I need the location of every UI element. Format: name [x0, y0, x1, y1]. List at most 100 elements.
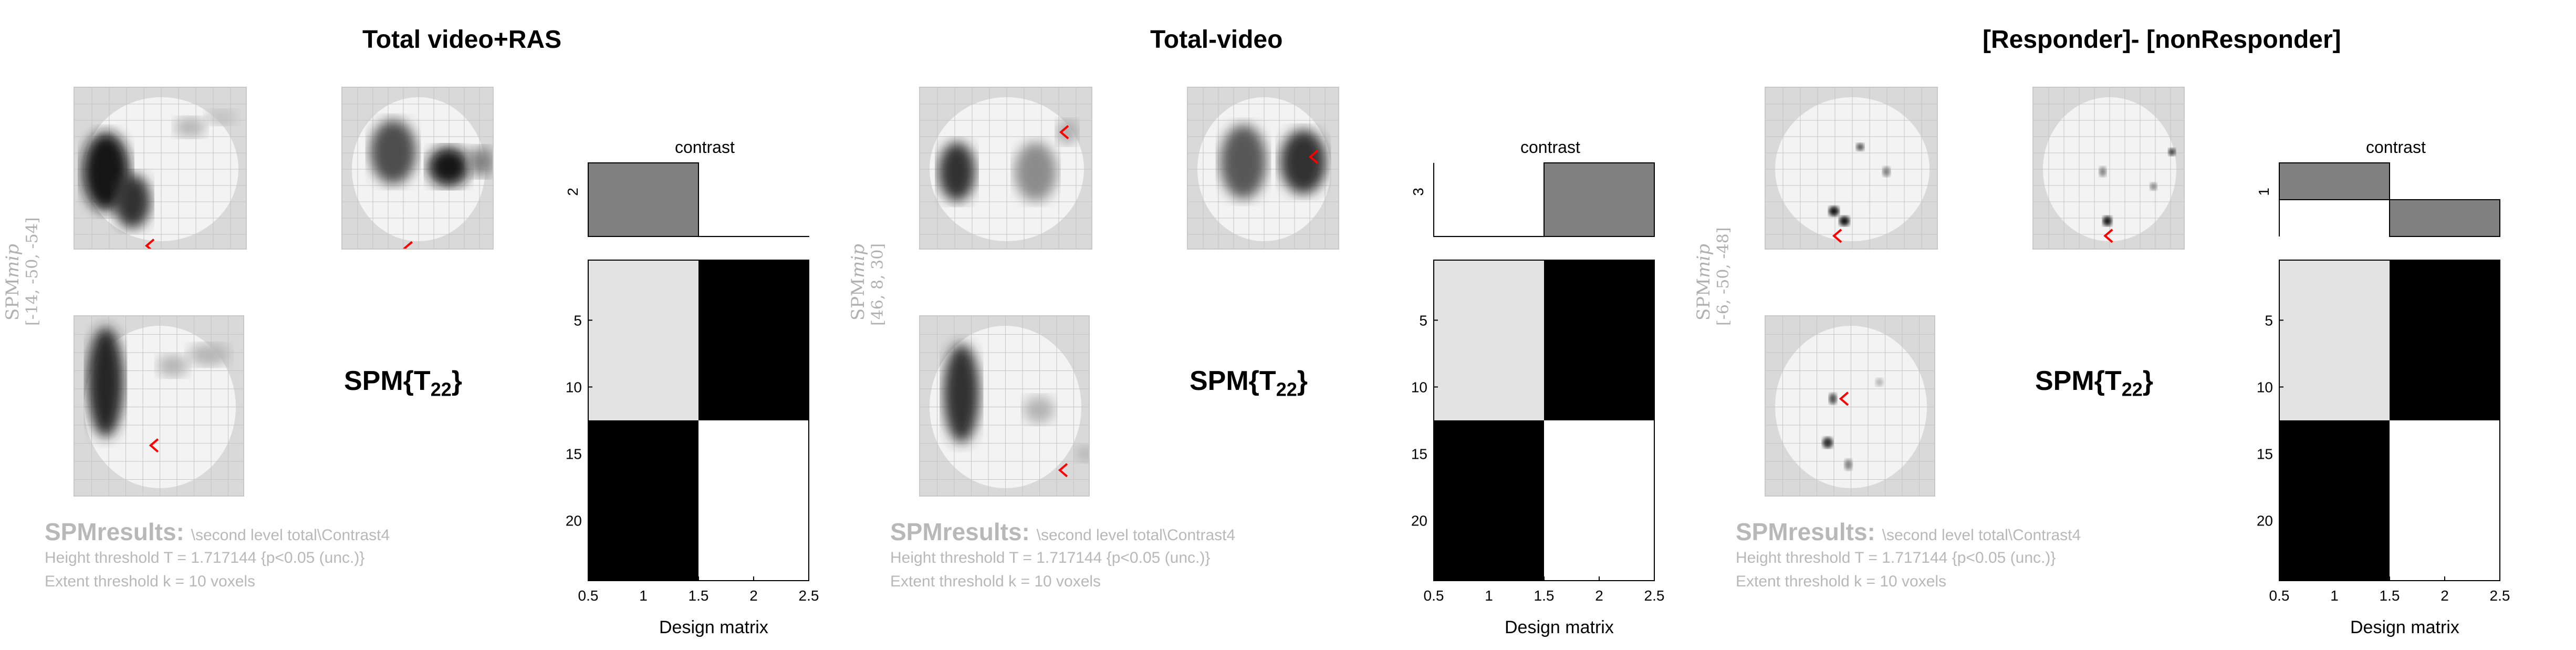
- statistic-label: SPM{T22}: [1190, 365, 1308, 400]
- x-tick-label: 1.5: [2380, 587, 2400, 604]
- panel-title: [Responder]- [nonResponder]: [1983, 26, 2341, 54]
- activation-blob: [467, 147, 493, 177]
- cursor-marker-icon: [1058, 463, 1068, 478]
- mip-transverse-view: [919, 315, 1090, 497]
- activation-blob: [1856, 143, 1864, 151]
- activation-blob: [157, 355, 189, 377]
- y-tick-label: 20: [1411, 513, 1427, 529]
- stat-df: 22: [430, 378, 452, 400]
- design-matrix-cell: [1434, 420, 1544, 581]
- activation-blob: [2150, 182, 2157, 190]
- cursor-coordinates: [-14, -50, -54]: [23, 217, 41, 326]
- mip-transverse-view: [74, 315, 244, 497]
- result-panel: Total video+RAS SPMmip [-14, -50, -54] SPM{…: [0, 0, 840, 650]
- panel-title: Total video+RAS: [362, 26, 562, 54]
- cursor-marker-icon: [1059, 125, 1069, 140]
- results-path: \second level total\Contrast4: [1882, 527, 2081, 544]
- activation-blob: [2099, 167, 2106, 177]
- spm-mip-label: SPMmip: [2, 244, 23, 321]
- stat-close: }: [2142, 366, 2153, 396]
- activation-blob: [1280, 129, 1327, 194]
- y-tick-label: 10: [2257, 379, 2273, 395]
- result-panel: Total-video SPMmip [46, 8, 30] SPM{T22} SPMr…: [846, 0, 1686, 650]
- mip-coronal-view: [2032, 87, 2185, 250]
- design-matrix-label: Design matrix: [659, 617, 768, 637]
- x-tick-label: 1: [2330, 587, 2339, 604]
- results-title: SPMresults:: [45, 518, 184, 545]
- results-title: SPMresults:: [1736, 518, 1875, 545]
- stat-close: }: [1297, 366, 1308, 396]
- y-tick-label: 15: [566, 446, 582, 462]
- mip-sagittal-view: [1765, 87, 1938, 250]
- y-tick-label: 5: [2265, 312, 2273, 328]
- x-tick-label: 0.5: [578, 587, 599, 604]
- spm-label-text: SPM: [1693, 278, 1714, 321]
- activation-blob: [938, 142, 975, 202]
- y-tick-label: 20: [566, 513, 582, 529]
- activation-blob: [1844, 459, 1852, 470]
- design-matrix-cell: [588, 420, 698, 581]
- panel-title: Total-video: [1150, 26, 1283, 54]
- design-matrix-cell: [698, 420, 809, 581]
- spm-label-text: SPM: [2, 278, 23, 321]
- spm-label-italic: mip: [848, 244, 869, 278]
- cursor-marker-icon: [403, 241, 413, 249]
- cursor-marker-icon: [1832, 229, 1842, 243]
- activation-blob: [1220, 125, 1267, 199]
- activation-blob: [1023, 396, 1055, 424]
- mip-transverse-view: [1765, 315, 1935, 497]
- stat-close: }: [451, 366, 462, 396]
- extent-threshold: Extent threshold k = 10 voxels: [890, 573, 1101, 590]
- design-matrix-cell: [1434, 260, 1544, 420]
- design-matrix-label: Design matrix: [1505, 617, 1614, 637]
- x-tick-label: 2: [1595, 587, 1603, 604]
- activation-blob: [1829, 206, 1839, 216]
- x-tick-label: 1.5: [689, 587, 709, 604]
- results-header: SPMresults: \second level total\Contrast…: [1736, 518, 2081, 546]
- design-matrix-cell: [588, 260, 698, 420]
- y-tick-label: 10: [566, 379, 582, 395]
- contrast-bar: [2279, 162, 2390, 200]
- activation-blob: [174, 117, 206, 137]
- cursor-coordinates: [-6, -50, -48]: [1714, 227, 1733, 326]
- activation-blob: [206, 110, 237, 125]
- contrast-title: contrast: [1520, 138, 1580, 157]
- height-threshold: Height threshold T = 1.717144 {p<0.05 (u…: [890, 549, 1211, 566]
- extent-threshold: Extent threshold k = 10 voxels: [1736, 573, 1947, 590]
- results-path: \second level total\Contrast4: [191, 527, 390, 544]
- activation-blob: [1829, 393, 1837, 405]
- design-matrix-cell: [2279, 420, 2390, 581]
- y-tick-label: 5: [1419, 312, 1427, 328]
- activation-blob: [1882, 167, 1891, 177]
- contrast-tick-label: 1: [2256, 188, 2272, 196]
- y-tick-label: 15: [2257, 446, 2273, 462]
- spm-label-italic: mip: [2, 244, 23, 278]
- cursor-marker-icon: [149, 438, 159, 453]
- stat-main: SPM{T: [1190, 366, 1276, 396]
- result-panel: [Responder]- [nonResponder] SPMmip [-6, -5…: [1691, 0, 2531, 650]
- height-threshold: Height threshold T = 1.717144 {p<0.05 (u…: [1736, 549, 2056, 566]
- contrast-bar: [1543, 162, 1655, 237]
- contrast-tick-label: 2: [565, 188, 581, 196]
- cursor-marker-icon: [144, 239, 155, 249]
- activation-blob: [1075, 445, 1089, 462]
- spm-label-italic: mip: [1693, 244, 1714, 278]
- statistic-label: SPM{T22}: [344, 365, 462, 400]
- design-matrix-cell: [698, 260, 809, 420]
- cursor-coordinates: [46, 8, 30]: [869, 243, 887, 326]
- design-matrix-cell: [2279, 260, 2390, 420]
- mip-sagittal-view: [919, 87, 1092, 250]
- contrast-bar: [2389, 199, 2500, 237]
- x-tick-label: 2: [2441, 587, 2449, 604]
- x-tick-label: 2.5: [2490, 587, 2510, 604]
- x-tick-label: 1: [1485, 587, 1493, 604]
- x-tick-label: 1: [639, 587, 648, 604]
- spm-mip-label: SPMmip: [1693, 244, 1714, 321]
- x-tick-label: 0.5: [1424, 587, 1444, 604]
- extent-threshold: Extent threshold k = 10 voxels: [45, 573, 256, 590]
- stat-main: SPM{T: [2035, 366, 2122, 396]
- x-tick-label: 2.5: [799, 587, 819, 604]
- x-tick-label: 2: [749, 587, 758, 604]
- design-matrix-cell: [1544, 420, 1654, 581]
- activation-blob: [188, 344, 230, 366]
